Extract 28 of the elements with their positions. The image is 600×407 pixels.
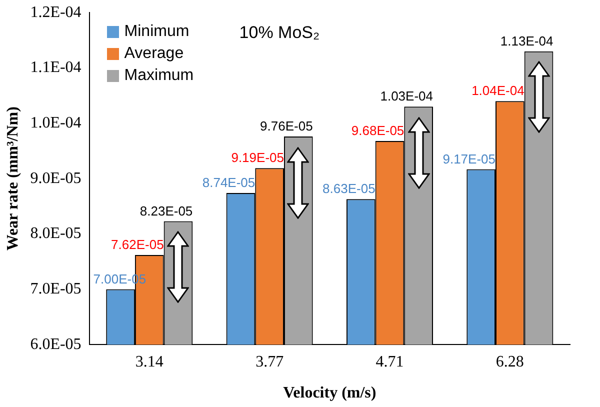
data-label: 9.68E-05 [351, 123, 404, 138]
data-label: 7.62E-05 [111, 237, 164, 252]
x-tick-label: 4.71 [376, 353, 404, 370]
annotation: 10% MoS₂ [239, 22, 320, 43]
data-label: 9.19E-05 [231, 150, 284, 166]
y-tick-label: 1.1E-04 [30, 59, 82, 76]
data-label: 1.03E-04 [380, 88, 433, 104]
x-tick-label: 3.14 [135, 353, 164, 370]
y-axis-title: Wear rate (mm³/Nm) [4, 106, 22, 251]
y-tick-label: 1.2E-04 [30, 4, 82, 21]
legend-label: Average [124, 44, 184, 64]
y-tick-label: 1.0E-04 [30, 114, 82, 132]
data-label: 8.74E-05 [202, 175, 256, 190]
y-tick-label: 8.0E-05 [30, 225, 82, 242]
x-tick-label: 6.28 [496, 353, 524, 370]
data-label: 9.17E-05 [442, 151, 496, 166]
x-tick-label: 3.77 [256, 353, 284, 370]
legend-label: Maximum [124, 66, 194, 86]
data-label: 1.13E-04 [500, 33, 554, 48]
legend-label: Minimum [124, 22, 190, 42]
x-axis-title: Velocity (m/s) [283, 384, 376, 402]
y-tick-label: 6.0E-05 [30, 336, 82, 353]
data-label: 1.04E-04 [472, 83, 524, 98]
data-label: 9.76E-05 [260, 118, 313, 134]
data-label: 8.63E-05 [322, 181, 376, 196]
y-tick-label: 9.0E-05 [30, 170, 82, 187]
data-label: 8.23E-05 [140, 203, 193, 218]
y-tick-label: 7.0E-05 [30, 280, 82, 298]
